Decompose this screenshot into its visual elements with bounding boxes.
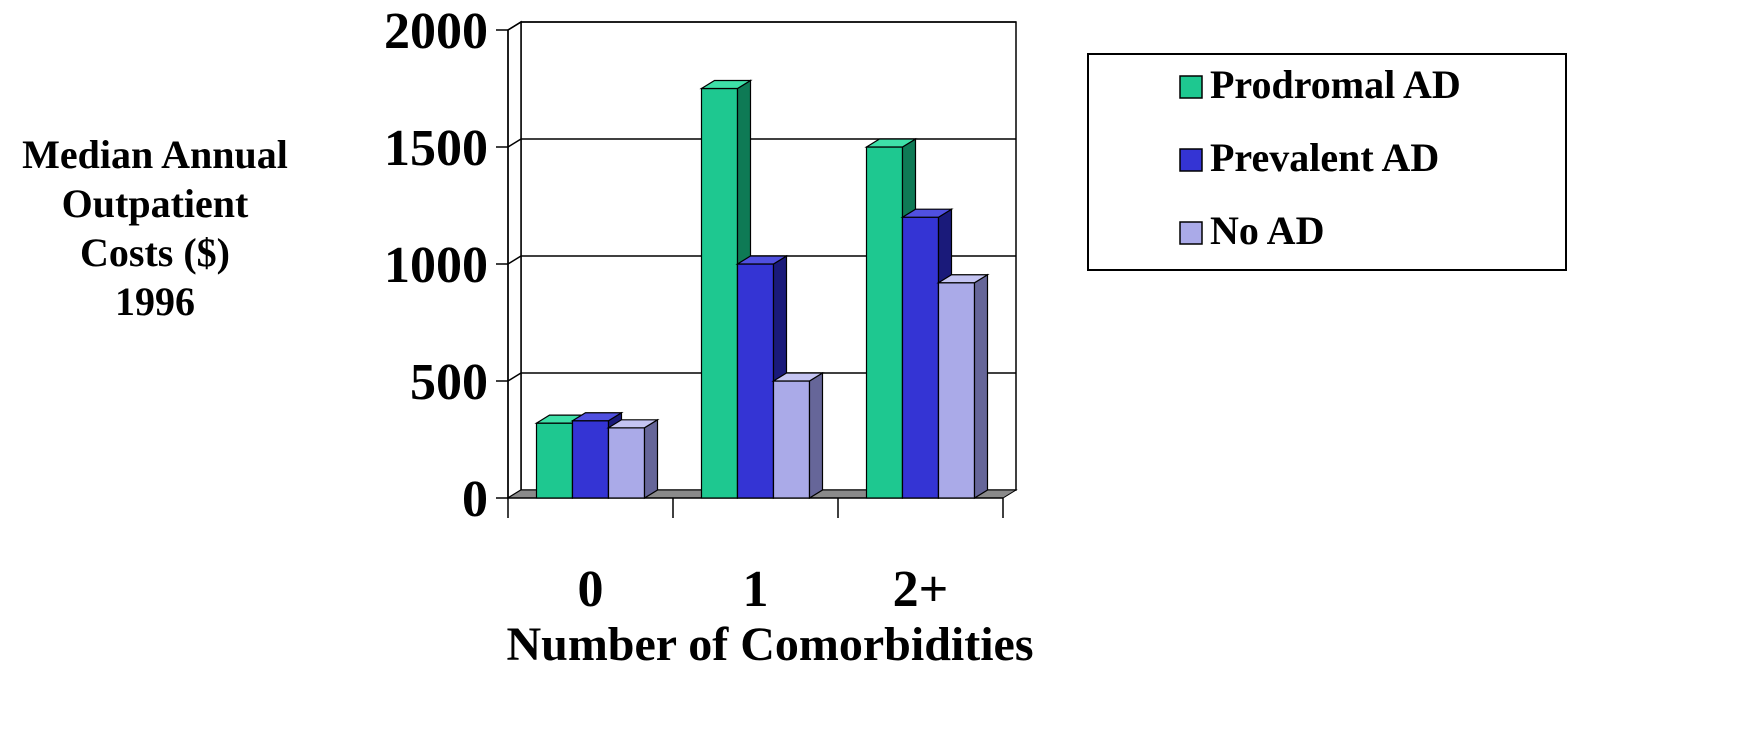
- y-tick-label: 1500: [384, 120, 488, 177]
- y-tick-label: 0: [462, 471, 488, 528]
- y-axis-title-line: Median Annual: [22, 132, 288, 177]
- bar-front: [867, 147, 903, 498]
- bar: [939, 275, 988, 498]
- bar-side: [645, 420, 658, 498]
- y-tick-label: 1000: [384, 237, 488, 294]
- y-axis-title-line: 1996: [115, 279, 195, 324]
- x-tick-label: 2+: [893, 561, 949, 618]
- bar-front: [537, 423, 573, 498]
- bar-front: [738, 264, 774, 498]
- bar: [609, 420, 658, 498]
- y-tick-label: 500: [410, 354, 488, 411]
- bar: [774, 373, 823, 498]
- legend-label: No AD: [1210, 208, 1324, 253]
- bar-side: [975, 275, 988, 498]
- x-axis-title: Number of Comorbidities: [506, 618, 1033, 671]
- bar-front: [939, 283, 975, 498]
- y-axis-title-line: Costs ($): [80, 230, 230, 275]
- legend: Prodromal AD Prevalent AD No AD: [1088, 54, 1566, 270]
- legend-swatch: [1180, 222, 1202, 244]
- legend-swatch: [1180, 76, 1202, 98]
- bar-front: [702, 89, 738, 499]
- legend-item: Prodromal AD: [1180, 62, 1461, 107]
- legend-label: Prodromal AD: [1210, 62, 1461, 107]
- legend-swatch: [1180, 149, 1202, 171]
- bar-side: [810, 373, 823, 498]
- y-tick-label: 2000: [384, 3, 488, 60]
- x-axis: 0 1 2+: [508, 498, 1003, 618]
- bar-front: [609, 428, 645, 498]
- y-axis-title-line: Outpatient: [62, 181, 249, 226]
- x-axis-title: Number of Comorbidities: [506, 618, 1033, 671]
- bar-front: [573, 421, 609, 498]
- bar-front: [903, 217, 939, 498]
- legend-item: Prevalent AD: [1180, 135, 1439, 180]
- x-tick-label: 0: [578, 561, 604, 618]
- legend-label: Prevalent AD: [1210, 135, 1439, 180]
- bar-front: [774, 381, 810, 498]
- y-axis: 0 500 1000 1500 2000: [384, 3, 508, 528]
- x-tick-label: 1: [743, 561, 769, 618]
